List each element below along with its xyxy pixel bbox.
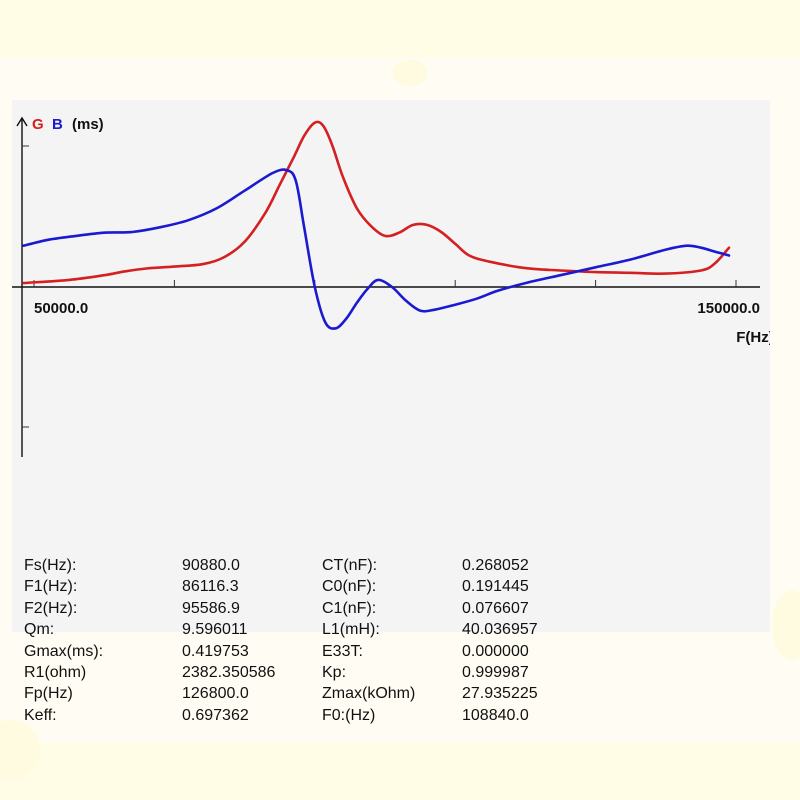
parameter-value: 40.036957 <box>462 621 538 639</box>
parameter-value: 0.999987 <box>462 663 529 681</box>
parameter-label: F2(Hz): <box>24 599 78 617</box>
parameter-value: 0.076607 <box>462 599 529 617</box>
y-axis-label-unit: (ms) <box>72 116 104 133</box>
parameter-value: 0.697362 <box>182 706 249 724</box>
parameter-label: Zmax(kOhm) <box>322 685 416 703</box>
bottom-background-band <box>0 742 800 800</box>
parameter-label: F1(Hz): <box>24 578 78 596</box>
parameter-label: R1(ohm) <box>24 663 87 681</box>
parameter-value: 0.268052 <box>462 557 529 574</box>
parameter-label: Kp: <box>322 663 347 681</box>
parameter-value: 0.419753 <box>182 642 249 660</box>
y-axis-arrow <box>16 116 28 127</box>
y-axis-label-b: B <box>52 116 63 133</box>
parameter-value: 9.596011 <box>182 621 248 639</box>
background-highlight <box>392 60 428 86</box>
parameter-value: 0.000000 <box>462 642 529 660</box>
parameter-label: C1(nF): <box>322 599 377 617</box>
parameter-value: 86116.3 <box>182 578 239 596</box>
parameter-label: L1(mH): <box>322 621 380 639</box>
top-background-band <box>0 0 800 58</box>
parameter-label: E33T: <box>322 642 363 660</box>
parameter-label: C0(nF): <box>322 578 377 596</box>
parameter-value: 108840.0 <box>462 706 529 724</box>
parameter-label: CT(nF): <box>322 557 378 574</box>
parameter-value: 95586.9 <box>182 599 240 617</box>
x-tick-label-min: 50000.0 <box>34 300 88 317</box>
background-highlight <box>772 590 800 660</box>
parameter-label: Fs(Hz): <box>24 557 77 574</box>
measurement-panel: G B (ms) 50000.0 150000.0 F(Hz) Fs(Hz): 9… <box>12 100 770 724</box>
parameter-value: 90880.0 <box>182 557 240 574</box>
series-group <box>22 120 731 330</box>
parameter-value: 27.935225 <box>462 685 538 703</box>
parameter-label: Qm: <box>24 621 55 639</box>
parameter-label: Keff: <box>24 706 57 724</box>
parameter-value: 126800.0 <box>182 685 249 703</box>
parameter-label: Fp(Hz) <box>24 685 73 703</box>
x-axis-label: F(Hz) <box>736 329 770 346</box>
parameter-label: Gmax(ms): <box>24 642 104 660</box>
parameter-value: 2382.350586 <box>182 663 276 681</box>
admittance-chart: G B (ms) 50000.0 150000.0 F(Hz) <box>12 116 770 457</box>
series-line-b <box>22 168 731 330</box>
x-tick-label-max: 150000.0 <box>697 300 760 317</box>
parameter-value: 0.191445 <box>462 578 529 596</box>
y-axis-label-g: G <box>32 116 44 133</box>
parameter-label: F0:(Hz) <box>322 706 376 724</box>
series-line-g <box>22 120 731 285</box>
